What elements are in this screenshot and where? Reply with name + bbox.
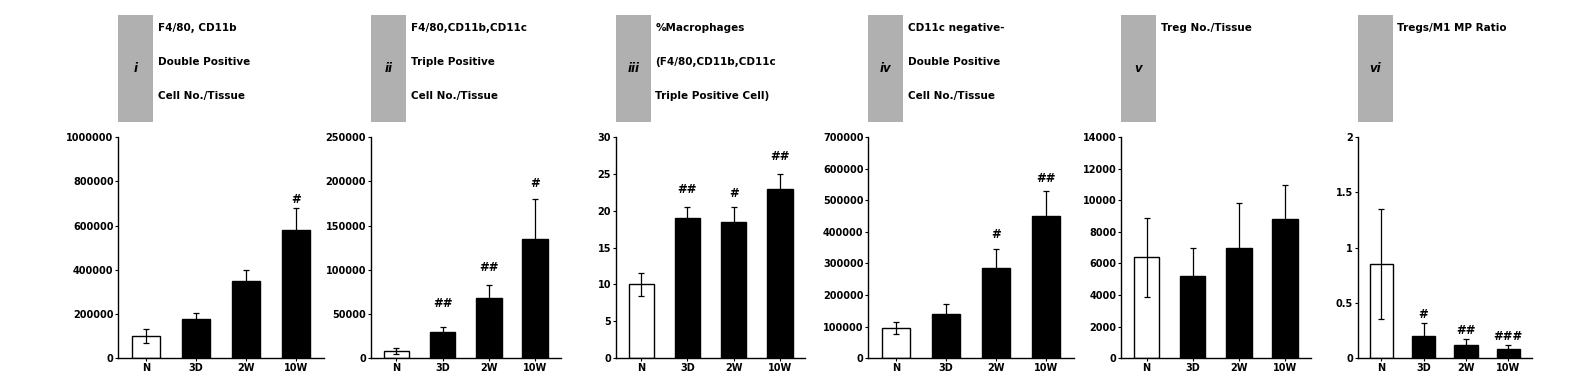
Text: vi: vi — [1369, 62, 1382, 75]
Text: ii: ii — [384, 62, 393, 75]
Text: ##: ## — [1036, 171, 1056, 184]
Text: (F4/80,CD11b,CD11c: (F4/80,CD11b,CD11c — [655, 57, 775, 67]
Text: #: # — [291, 193, 302, 206]
Text: #: # — [992, 228, 1001, 241]
Bar — [722, 222, 747, 358]
Bar — [1369, 264, 1393, 358]
Bar — [477, 298, 502, 358]
Text: Cell No./Tissue: Cell No./Tissue — [158, 91, 245, 101]
Text: Triple Positive Cell): Triple Positive Cell) — [655, 91, 769, 101]
Text: %Macrophages: %Macrophages — [655, 23, 745, 33]
Text: v: v — [1135, 62, 1142, 75]
Bar — [232, 281, 261, 358]
Text: Cell No./Tissue: Cell No./Tissue — [908, 91, 995, 101]
Text: CD11c negative-: CD11c negative- — [908, 23, 1004, 33]
Text: i: i — [134, 62, 137, 75]
Bar — [384, 351, 409, 358]
Text: F4/80, CD11b: F4/80, CD11b — [158, 23, 237, 33]
Text: Triple Positive: Triple Positive — [411, 57, 494, 67]
Bar — [982, 268, 1011, 358]
Text: Double Positive: Double Positive — [908, 57, 1000, 67]
Text: #: # — [531, 177, 540, 190]
Bar — [932, 314, 960, 358]
Text: Double Positive: Double Positive — [158, 57, 249, 67]
Bar — [429, 331, 455, 358]
Text: ##: ## — [478, 261, 499, 274]
Bar — [523, 239, 548, 358]
Text: #: # — [729, 187, 739, 200]
Text: ##: ## — [677, 183, 698, 196]
Bar — [1180, 276, 1205, 358]
Text: iv: iv — [880, 62, 892, 75]
Bar — [1497, 349, 1521, 358]
Text: Cell No./Tissue: Cell No./Tissue — [411, 91, 497, 101]
Text: Treg No./Tissue: Treg No./Tissue — [1161, 23, 1252, 33]
Bar — [674, 218, 699, 358]
Text: ##: ## — [771, 150, 790, 163]
Text: ##: ## — [433, 296, 453, 309]
Text: iii: iii — [627, 62, 639, 75]
Bar — [1033, 216, 1060, 358]
Bar — [628, 285, 654, 358]
Bar — [1412, 336, 1435, 358]
Text: #: # — [1418, 307, 1429, 320]
Bar — [283, 230, 309, 358]
Bar — [1134, 257, 1159, 358]
Bar — [1227, 248, 1252, 358]
Bar — [133, 336, 159, 358]
Text: F4/80,CD11b,CD11c: F4/80,CD11b,CD11c — [411, 23, 526, 33]
Text: ###: ### — [1494, 330, 1524, 343]
Bar — [767, 189, 793, 358]
Bar — [182, 319, 210, 358]
Bar — [1273, 219, 1298, 358]
Bar — [883, 328, 910, 358]
Bar — [1454, 345, 1478, 358]
Text: Tregs/M1 MP Ratio: Tregs/M1 MP Ratio — [1397, 23, 1506, 33]
Text: ##: ## — [1456, 324, 1476, 337]
